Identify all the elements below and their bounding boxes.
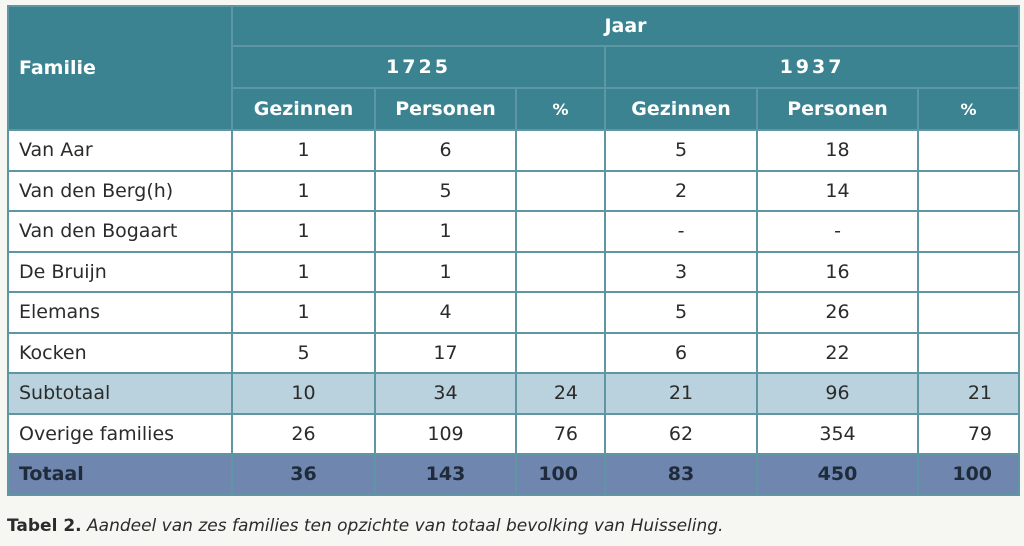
- table-cell: [515, 129, 606, 172]
- table-cell: 1: [231, 169, 376, 212]
- table-cell: [916, 210, 1021, 253]
- table-cell: 1: [231, 129, 376, 172]
- row-label: Van Aar: [7, 129, 233, 172]
- table-cell: 96: [756, 372, 919, 415]
- header-personen-1937: Personen: [756, 87, 919, 131]
- header-year-1725: 1725: [231, 45, 606, 89]
- table-cell: 16: [756, 250, 919, 293]
- row-label: Van den Berg(h): [7, 169, 233, 212]
- table-cell: 1: [374, 210, 517, 253]
- row-label: Totaal: [7, 453, 233, 496]
- row-label: De Bruijn: [7, 250, 233, 293]
- table-cell: 100: [916, 453, 1021, 496]
- header-percent-1725: %: [515, 87, 606, 131]
- table-cell: 450: [756, 453, 919, 496]
- header-gezinnen-1937: Gezinnen: [604, 87, 758, 131]
- table-cell: -: [604, 210, 758, 253]
- table-container: Familie Jaar 1725 1937 Gezinnen Personen…: [7, 5, 1021, 496]
- population-table: Familie Jaar 1725 1937 Gezinnen Personen…: [7, 5, 1021, 496]
- table-cell: [916, 250, 1021, 293]
- table-cell: 354: [756, 412, 919, 455]
- table-cell: 1: [374, 250, 517, 293]
- table-row: Kocken 5 17 6 22: [7, 331, 1021, 374]
- table-cell: 62: [604, 412, 758, 455]
- table-cell: 17: [374, 331, 517, 374]
- table-cell: -: [756, 210, 919, 253]
- header-jaar: Jaar: [230, 5, 1021, 47]
- row-label: Van den Bogaart: [7, 210, 233, 253]
- table-row: De Bruijn 1 1 3 16: [7, 250, 1021, 293]
- table-cell: 26: [231, 412, 376, 455]
- row-label: Kocken: [7, 331, 233, 374]
- table-cell: [916, 129, 1021, 172]
- table-cell: [515, 291, 606, 334]
- table-cell: 109: [374, 412, 517, 455]
- table-cell: 1: [231, 291, 376, 334]
- header-familie: Familie: [7, 5, 233, 131]
- table-cell: 10: [231, 372, 376, 415]
- caption-text: Aandeel van zes families ten opzichte va…: [87, 516, 724, 536]
- table-row: Overige families 26 109 76 62 354 79: [7, 412, 1021, 455]
- table-cell: 5: [604, 129, 758, 172]
- table-row: Totaal 36 143 100 83 450 100: [7, 453, 1021, 496]
- table-cell: 18: [756, 129, 919, 172]
- table-cell: 5: [604, 291, 758, 334]
- table-cell: [515, 331, 606, 374]
- table-cell: 6: [374, 129, 517, 172]
- table-cell: 21: [916, 372, 1021, 415]
- table-cell: 22: [756, 331, 919, 374]
- caption-label: Tabel 2.: [7, 516, 82, 536]
- table-row: Elemans 1 4 5 26: [7, 291, 1021, 334]
- table-cell: 14: [756, 169, 919, 212]
- table-cell: 2: [604, 169, 758, 212]
- table-cell: 1: [231, 210, 376, 253]
- table-cell: [515, 210, 606, 253]
- table-cell: 3: [604, 250, 758, 293]
- table-cell: 143: [374, 453, 517, 496]
- header-percent-1937: %: [916, 87, 1021, 131]
- header-year-1937: 1937: [603, 45, 1021, 89]
- table-cell: 76: [515, 412, 606, 455]
- table-cell: 34: [374, 372, 517, 415]
- table-row: Van den Bogaart 1 1- -: [7, 210, 1021, 253]
- table-cell: [916, 169, 1021, 212]
- table-caption: Tabel 2. Aandeel van zes families ten op…: [7, 516, 723, 536]
- table-cell: [515, 250, 606, 293]
- table-cell: 24: [515, 372, 606, 415]
- table-row: Subtotaal 10 34 24 21 96 21: [7, 372, 1021, 415]
- table-row: Van den Berg(h) 1 5 2 14: [7, 169, 1021, 212]
- table-cell: [515, 169, 606, 212]
- table-body: Van Aar 1 6 5 18 Van den Berg(h) 1 5 2 14 Van den …: [7, 129, 1021, 496]
- table-cell: 100: [515, 453, 606, 496]
- table-cell: 21: [604, 372, 758, 415]
- table-cell: 5: [374, 169, 517, 212]
- header-personen-1725: Personen: [374, 87, 517, 131]
- table-cell: [916, 291, 1021, 334]
- table-row: Van Aar 1 6 5 18: [7, 129, 1021, 172]
- table-cell: 26: [756, 291, 919, 334]
- table-cell: 4: [374, 291, 517, 334]
- table-cell: 5: [231, 331, 376, 374]
- row-label: Overige families: [7, 412, 233, 455]
- header-gezinnen-1725: Gezinnen: [231, 87, 376, 131]
- table-cell: [916, 331, 1021, 374]
- table-cell: 6: [604, 331, 758, 374]
- table-cell: 36: [231, 453, 376, 496]
- table-cell: 1: [231, 250, 376, 293]
- row-label: Subtotaal: [7, 372, 233, 415]
- table-cell: 83: [604, 453, 758, 496]
- table-cell: 79: [916, 412, 1021, 455]
- row-label: Elemans: [7, 291, 233, 334]
